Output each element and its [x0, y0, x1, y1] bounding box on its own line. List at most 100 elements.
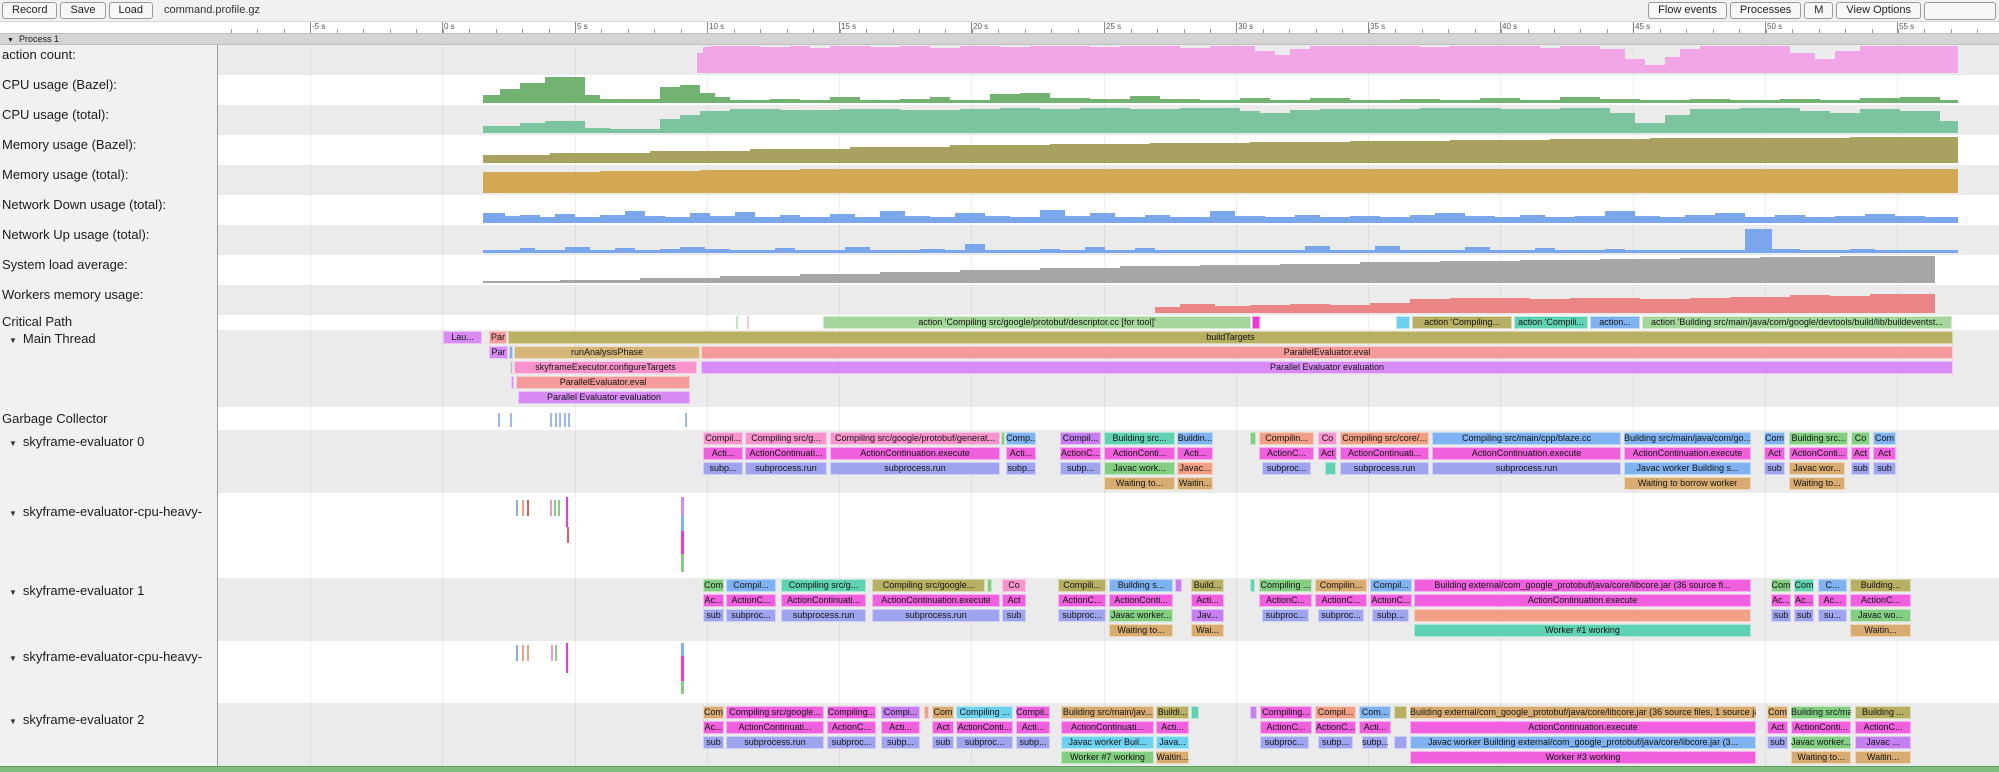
skyframe-evaluator-2-event[interactable] — [1250, 706, 1257, 719]
skyframe-evaluator-0-event[interactable]: Comp... — [1006, 432, 1036, 445]
skyframe-evaluator-0-event[interactable]: Compiling src/core/... — [1340, 432, 1429, 445]
skyframe-evaluator-0-event[interactable]: subp... — [1060, 462, 1101, 475]
collapse-triangle-icon[interactable]: ▼ — [9, 717, 17, 726]
skyframe-evaluator-2-event[interactable] — [1191, 706, 1199, 719]
time-ruler[interactable]: -5 s 0 s 5 s 10 s 15 s 20 s 25 s 30 s 35 s 40 s 45… — [218, 22, 1999, 33]
collapse-triangle-icon[interactable]: ▼ — [9, 439, 17, 448]
processes-button[interactable]: Processes — [1729, 2, 1802, 19]
skyframe-evaluator-1-event[interactable]: Compiling src/g... — [781, 579, 866, 592]
skyframe-evaluator-0-event[interactable] — [1001, 432, 1005, 445]
skyframe-evaluator-2-event[interactable]: ActionC... — [1260, 721, 1312, 734]
skyframe-evaluator-0-event[interactable] — [1250, 432, 1256, 445]
skyframe-evaluator-2-event[interactable]: Compiling ... — [956, 706, 1013, 719]
skyframe-evaluator-0-event[interactable] — [1325, 462, 1336, 475]
skyframe-evaluator-1-event[interactable]: subp... — [1372, 609, 1409, 622]
process-header[interactable]: ▼ Process 1 — [0, 33, 1999, 45]
main-thread-event[interactable]: Par — [489, 331, 507, 344]
track-label-skyframe-evaluator-2[interactable]: ▼ skyframe-evaluator 2 — [0, 712, 216, 727]
skyframe-evaluator-2-event[interactable]: Acti... — [1359, 721, 1391, 734]
skyframe-evaluator-1-event[interactable]: ActionC... — [1315, 594, 1367, 607]
skyframe-evaluator-1-event[interactable]: sub — [1771, 609, 1791, 622]
skyframe-evaluator-0-event[interactable]: Co — [1851, 432, 1870, 445]
skyframe-evaluator-0-event[interactable]: Compiling src/google/protobuf/generat... — [830, 432, 1000, 445]
skyframe-evaluator-1-event[interactable]: ActionC... — [1370, 594, 1412, 607]
save-button[interactable]: Save — [60, 2, 106, 19]
skyframe-evaluator-0-event[interactable]: Acti... — [1177, 447, 1213, 460]
critical-path-event[interactable]: action 'Building src/main/java/com/googl… — [1642, 316, 1952, 329]
skyframe-evaluator-0-event[interactable]: Waitin... — [1177, 477, 1213, 490]
skyframe-evaluator-0-event[interactable]: ActionConti... — [1104, 447, 1175, 460]
main-thread-event[interactable] — [510, 361, 513, 374]
skyframe-evaluator-1-event[interactable]: subprocess.run — [781, 609, 866, 622]
skyframe-evaluator-0-event[interactable]: sub — [1851, 462, 1870, 475]
skyframe-evaluator-2-event[interactable]: Building external/com_google_protobuf/ja… — [1410, 706, 1756, 719]
skyframe-evaluator-1-event[interactable]: Co — [1002, 579, 1026, 592]
skyframe-evaluator-0-event[interactable]: Act — [1851, 447, 1870, 460]
skyframe-evaluator-0-event[interactable]: Building src... — [1789, 432, 1848, 445]
skyframe-evaluator-2-event[interactable]: sub — [703, 736, 724, 749]
skyframe-evaluator-0-event[interactable]: Co — [1318, 432, 1337, 445]
skyframe-evaluator-2-event[interactable]: Waiting to... — [1791, 751, 1851, 764]
skyframe-evaluator-1-event[interactable]: Compiling ... — [1259, 579, 1312, 592]
skyframe-evaluator-0-event[interactable]: Buildin... — [1177, 432, 1213, 445]
skyframe-evaluator-2-event[interactable]: subproc... — [827, 736, 876, 749]
skyframe-evaluator-0-event[interactable]: Waiting to borrow worker — [1624, 477, 1751, 490]
skyframe-evaluator-2-event[interactable]: Com — [1767, 706, 1788, 719]
skyframe-evaluator-1-event[interactable]: Waiting to... — [1109, 624, 1173, 637]
skyframe-evaluator-2-event[interactable]: Ac... — [703, 721, 724, 734]
skyframe-evaluator-2-event[interactable]: Waitin... — [1855, 751, 1911, 764]
skyframe-evaluator-2-event[interactable]: sub — [1767, 736, 1788, 749]
skyframe-evaluator-1-event[interactable]: ActionContinuation.execute — [872, 594, 1000, 607]
skyframe-evaluator-2-event[interactable]: ActionC... — [1855, 721, 1911, 734]
main-thread-event[interactable] — [509, 346, 513, 359]
skyframe-evaluator-2-event[interactable]: Javac worker... — [1791, 736, 1851, 749]
skyframe-evaluator-2-event[interactable]: Building src/ma... — [1791, 706, 1851, 719]
skyframe-evaluator-0-event[interactable]: Building src... — [1104, 432, 1175, 445]
skyframe-evaluator-1-event[interactable]: Com — [1771, 579, 1791, 592]
collapse-triangle-icon[interactable]: ▼ — [9, 336, 17, 345]
skyframe-evaluator-2-event[interactable]: subp... — [1362, 736, 1388, 749]
skyframe-evaluator-0-event[interactable]: Compil... — [1060, 432, 1101, 445]
skyframe-evaluator-0-event[interactable]: Compiling src/g... — [745, 432, 827, 445]
skyframe-evaluator-2-event[interactable]: ActionC... — [827, 721, 876, 734]
skyframe-evaluator-0-event[interactable]: ActionContinuation.execute — [830, 447, 1000, 460]
skyframe-evaluator-1-event[interactable]: subproc... — [1058, 609, 1106, 622]
skyframe-evaluator-1-event[interactable] — [1250, 579, 1255, 592]
skyframe-evaluator-1-event[interactable]: Wai... — [1191, 624, 1224, 637]
critical-path-event[interactable] — [736, 316, 738, 329]
track-label-skyframe-evaluator-cpu-heavy[interactable]: ▼ skyframe-evaluator-cpu-heavy- — [0, 649, 216, 664]
skyframe-evaluator-0-event[interactable]: ActionConti... — [1789, 447, 1848, 460]
skyframe-evaluator-2-event[interactable]: subp... — [1016, 736, 1050, 749]
skyframe-evaluator-1-event[interactable]: Building... — [1850, 579, 1911, 592]
skyframe-evaluator-0-event[interactable]: subprocess.run — [745, 462, 827, 475]
m-button[interactable]: M — [1804, 2, 1834, 19]
skyframe-evaluator-2-event[interactable]: Compiling... — [827, 706, 876, 719]
skyframe-evaluator-1-event[interactable]: Javac worker... — [1109, 609, 1173, 622]
track-label-skyframe-evaluator-1[interactable]: ▼ skyframe-evaluator 1 — [0, 583, 216, 598]
skyframe-evaluator-2-event[interactable]: Javac worker Buil... — [1061, 736, 1154, 749]
skyframe-evaluator-0-event[interactable]: ActionContinuati... — [745, 447, 827, 460]
skyframe-evaluator-0-event[interactable]: Javac wor... — [1789, 462, 1845, 475]
skyframe-evaluator-2-event[interactable]: ActionContinuati... — [726, 721, 824, 734]
skyframe-evaluator-0-event[interactable]: Javac worker Building s... — [1624, 462, 1751, 475]
skyframe-evaluator-1-event[interactable]: Ac... — [703, 594, 724, 607]
skyframe-evaluator-2-event[interactable]: Act — [1767, 721, 1788, 734]
skyframe-evaluator-2-event[interactable]: Java... — [1156, 736, 1189, 749]
skyframe-evaluator-2-event[interactable]: Com — [932, 706, 954, 719]
skyframe-evaluator-1-event[interactable] — [987, 579, 992, 592]
skyframe-evaluator-2-event[interactable]: Compil... — [1315, 706, 1356, 719]
skyframe-evaluator-0-event[interactable]: Com — [1873, 432, 1896, 445]
skyframe-evaluator-2-event[interactable]: Com — [703, 706, 724, 719]
main-thread-event[interactable]: Lau... — [443, 331, 482, 344]
skyframe-evaluator-0-event[interactable]: Compil... — [703, 432, 743, 445]
collapse-triangle-icon[interactable]: ▼ — [9, 654, 17, 663]
skyframe-evaluator-1-event[interactable]: subproc... — [1318, 609, 1364, 622]
skyframe-evaluator-0-event[interactable]: Waiting to... — [1789, 477, 1845, 490]
skyframe-evaluator-1-event[interactable]: Compilin... — [1315, 579, 1367, 592]
main-thread-event[interactable]: runAnalysisPhase — [514, 346, 700, 359]
skyframe-evaluator-1-event[interactable]: C... — [1818, 579, 1847, 592]
skyframe-evaluator-0-event[interactable]: Acti... — [703, 447, 743, 460]
skyframe-evaluator-0-event[interactable]: subp... — [1006, 462, 1036, 475]
collapse-triangle-icon[interactable]: ▼ — [7, 37, 14, 44]
view-options-button[interactable]: View Options — [1836, 2, 1921, 19]
